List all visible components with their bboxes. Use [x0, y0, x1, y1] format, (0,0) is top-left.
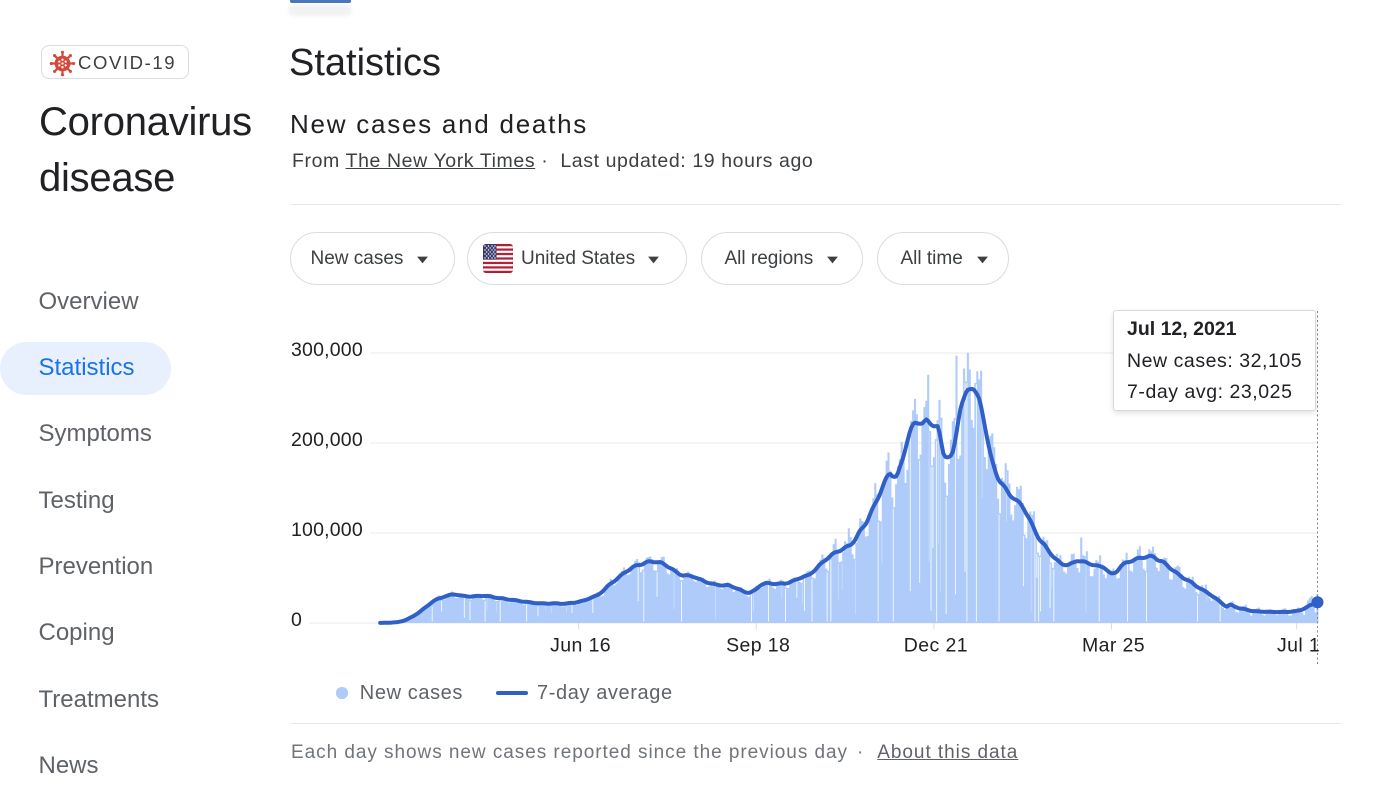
svg-text:300,000: 300,000 — [291, 339, 363, 361]
svg-text:200,000: 200,000 — [291, 429, 363, 451]
svg-text:Jun 16: Jun 16 — [550, 635, 611, 657]
svg-text:Mar 25: Mar 25 — [1082, 635, 1145, 657]
svg-text:Sep 18: Sep 18 — [726, 635, 790, 657]
svg-text:0: 0 — [291, 609, 302, 631]
svg-text:Jul 1: Jul 1 — [1277, 635, 1320, 657]
svg-text:Dec 21: Dec 21 — [904, 635, 968, 657]
svg-text:100,000: 100,000 — [291, 519, 363, 541]
